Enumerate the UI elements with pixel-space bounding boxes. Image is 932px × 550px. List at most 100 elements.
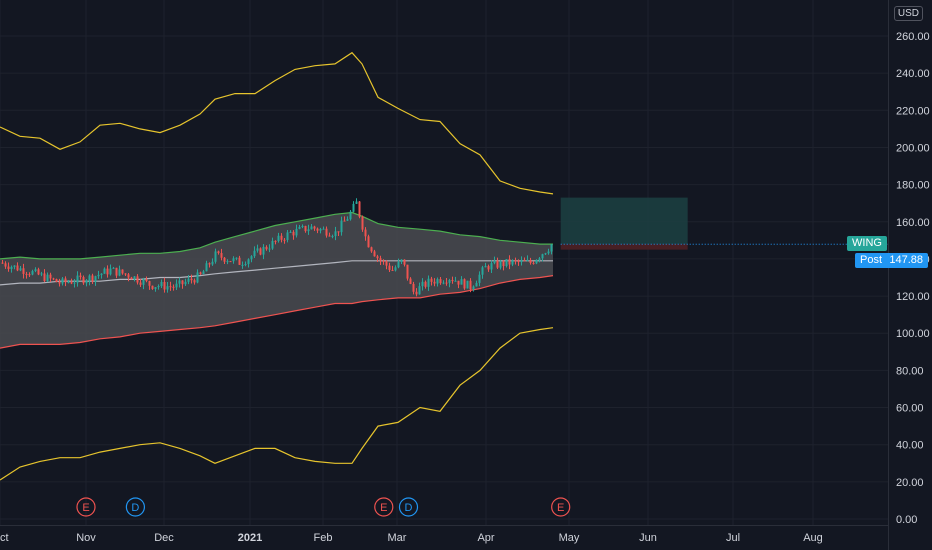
candle-body bbox=[142, 279, 145, 285]
event-marker-circle[interactable] bbox=[551, 497, 571, 517]
candle-body bbox=[22, 268, 25, 274]
candle-body bbox=[88, 275, 91, 281]
candle-body bbox=[331, 236, 334, 238]
candle-body bbox=[370, 247, 373, 252]
event-marker-circle[interactable] bbox=[398, 497, 419, 517]
candle-body bbox=[154, 287, 157, 289]
candle-body bbox=[196, 272, 199, 283]
candle-body bbox=[52, 278, 55, 280]
y-tick-label: 40.00 bbox=[896, 440, 924, 452]
profit-target-zone[interactable] bbox=[560, 197, 688, 245]
candle-body bbox=[424, 281, 427, 287]
candle-body bbox=[400, 259, 403, 262]
candle-body bbox=[244, 264, 247, 266]
candle-body bbox=[91, 275, 94, 282]
candle-body bbox=[268, 248, 271, 250]
candle-body bbox=[76, 275, 79, 283]
candle-body bbox=[529, 259, 532, 263]
candle-body bbox=[340, 220, 343, 233]
stop-loss-zone[interactable] bbox=[560, 244, 688, 250]
candle-body bbox=[193, 280, 196, 283]
candle-body bbox=[493, 260, 496, 264]
candle-body bbox=[85, 280, 88, 284]
price-axis[interactable]: 0.0020.0040.0060.0080.00100.00120.00140.… bbox=[888, 0, 930, 550]
candle-body bbox=[208, 263, 211, 265]
candle-body bbox=[46, 274, 49, 282]
candle-body bbox=[478, 274, 481, 283]
candle-body bbox=[223, 257, 226, 262]
candle-body bbox=[169, 286, 172, 288]
y-tick-label: 200.00 bbox=[896, 142, 930, 154]
candle-body bbox=[349, 211, 352, 220]
candle-body bbox=[124, 273, 127, 275]
candle-body bbox=[403, 259, 406, 265]
candle-body bbox=[445, 282, 448, 284]
candle-body bbox=[28, 274, 31, 276]
time-axis[interactable]: Oct Nov Dec 2021 Feb Mar Apr May Jun Jul Aug bbox=[0, 525, 888, 545]
candle-body bbox=[448, 280, 451, 283]
candle-body bbox=[199, 272, 202, 274]
x-tick-label: Jun bbox=[639, 532, 657, 544]
event-marker-circle[interactable] bbox=[76, 497, 96, 517]
candle-body bbox=[226, 261, 229, 263]
candle-body bbox=[262, 246, 265, 255]
candle-body bbox=[538, 258, 541, 261]
candle-body bbox=[280, 235, 283, 240]
candle-body bbox=[148, 281, 151, 286]
candle-body bbox=[235, 257, 238, 259]
candle-body bbox=[343, 220, 346, 222]
candle-body bbox=[406, 264, 409, 279]
candle-body bbox=[151, 285, 154, 289]
candle-body bbox=[40, 273, 43, 275]
candle-body bbox=[421, 281, 424, 287]
candle-body bbox=[43, 273, 46, 282]
candle-body bbox=[1, 262, 4, 264]
candle-body bbox=[55, 279, 58, 283]
candle-body bbox=[214, 251, 217, 262]
y-tick-label: 180.00 bbox=[896, 180, 930, 192]
candle-body bbox=[352, 203, 355, 212]
candle-body bbox=[502, 261, 505, 267]
x-tick-label: Jul bbox=[726, 532, 740, 544]
y-tick-label: 160.00 bbox=[896, 217, 930, 229]
candlestick-series bbox=[1, 198, 553, 297]
x-tick-label: 2021 bbox=[238, 532, 262, 544]
candle-body bbox=[475, 282, 478, 287]
candle-body bbox=[463, 279, 466, 289]
candle-body bbox=[469, 280, 472, 290]
event-marker-circle[interactable] bbox=[374, 497, 394, 517]
candle-body bbox=[391, 269, 394, 271]
candle-body bbox=[139, 282, 142, 285]
candle-body bbox=[178, 280, 181, 284]
candle-body bbox=[484, 266, 487, 268]
candle-body bbox=[106, 268, 109, 275]
candle-body bbox=[376, 256, 379, 259]
candle-body bbox=[397, 261, 400, 268]
event-marker-circle[interactable] bbox=[125, 497, 145, 517]
event-marker-label: D bbox=[131, 502, 139, 514]
candle-body bbox=[73, 282, 76, 284]
candle-body bbox=[337, 231, 340, 233]
candle-body bbox=[49, 274, 52, 279]
candle-body bbox=[430, 278, 433, 282]
candle-body bbox=[328, 235, 331, 237]
candle-body bbox=[535, 260, 538, 264]
y-tick-label: 220.00 bbox=[896, 105, 930, 117]
candle-body bbox=[253, 250, 256, 257]
candle-body bbox=[274, 240, 277, 242]
candle-body bbox=[211, 261, 214, 265]
candle-body bbox=[187, 278, 190, 282]
candle-body bbox=[307, 229, 310, 232]
symbol-tag: WING bbox=[847, 236, 887, 251]
candle-body bbox=[163, 281, 166, 290]
candle-body bbox=[541, 254, 544, 259]
candle-body bbox=[37, 269, 40, 275]
candle-body bbox=[316, 228, 319, 231]
currency-label[interactable]: USD bbox=[893, 6, 923, 21]
candle-body bbox=[526, 259, 529, 261]
candle-body bbox=[247, 259, 250, 265]
y-tick-label: 60.00 bbox=[896, 403, 924, 415]
candle-body bbox=[517, 260, 520, 263]
